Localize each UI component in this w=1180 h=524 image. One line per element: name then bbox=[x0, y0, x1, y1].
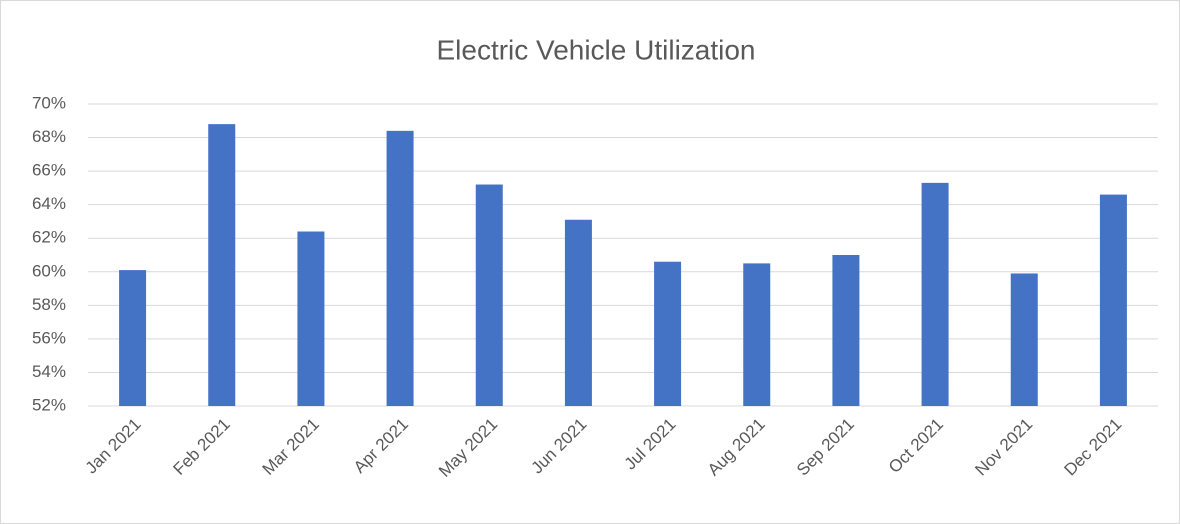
bar bbox=[921, 182, 949, 406]
y-tick-label: 68% bbox=[32, 127, 66, 146]
bar bbox=[743, 263, 771, 406]
y-tick-label: 64% bbox=[32, 194, 66, 213]
bar bbox=[564, 219, 592, 406]
y-tick-label: 62% bbox=[32, 228, 66, 247]
bar bbox=[475, 184, 503, 406]
bar bbox=[1099, 194, 1127, 406]
bar bbox=[654, 261, 682, 406]
bar bbox=[832, 255, 860, 406]
y-tick-label: 66% bbox=[32, 161, 66, 180]
y-tick-label: 70% bbox=[32, 93, 66, 112]
bar bbox=[1010, 273, 1038, 406]
bar bbox=[208, 124, 236, 406]
bar bbox=[297, 231, 325, 406]
bar bbox=[386, 130, 414, 406]
y-tick-label: 54% bbox=[32, 362, 66, 381]
y-tick-label: 56% bbox=[32, 328, 66, 347]
bar bbox=[119, 270, 147, 406]
chart-title: Electric Vehicle Utilization bbox=[436, 34, 755, 65]
y-tick-label: 60% bbox=[32, 261, 66, 280]
y-tick-label: 58% bbox=[32, 295, 66, 314]
y-tick-label: 52% bbox=[32, 395, 66, 414]
